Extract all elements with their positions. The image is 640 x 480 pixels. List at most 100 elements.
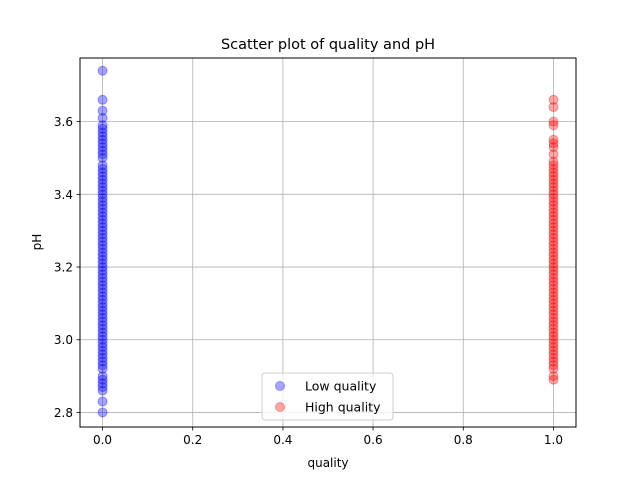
data-point xyxy=(548,203,559,214)
data-point xyxy=(548,167,559,178)
data-point xyxy=(548,222,559,233)
data-point xyxy=(97,185,108,196)
data-point xyxy=(548,356,559,367)
data-point xyxy=(548,218,559,229)
data-point xyxy=(548,320,559,331)
data-point xyxy=(97,342,108,353)
data-point xyxy=(548,331,559,342)
data-point xyxy=(97,298,108,309)
y-tick-label: 2.8 xyxy=(54,406,73,420)
data-point xyxy=(97,214,108,225)
data-point xyxy=(97,360,108,371)
data-point xyxy=(548,342,559,353)
legend-label-low-quality: Low quality xyxy=(305,379,377,394)
x-tick-label: 0.8 xyxy=(454,433,473,447)
data-point xyxy=(97,309,108,320)
data-point xyxy=(97,352,108,363)
data-point xyxy=(97,134,108,145)
data-point xyxy=(548,287,559,298)
data-point xyxy=(548,142,559,153)
data-point xyxy=(97,374,108,385)
data-point xyxy=(97,120,108,131)
data-point xyxy=(548,363,559,374)
data-point xyxy=(548,345,559,356)
data-point xyxy=(548,134,559,145)
data-point xyxy=(97,167,108,178)
x-tick-label: 0.6 xyxy=(364,433,383,447)
data-point xyxy=(548,280,559,291)
data-point xyxy=(97,345,108,356)
data-point xyxy=(97,189,108,200)
data-point xyxy=(97,196,108,207)
data-point xyxy=(97,363,108,374)
data-point xyxy=(97,320,108,331)
data-point xyxy=(548,207,559,218)
data-point xyxy=(97,240,108,251)
data-point xyxy=(548,312,559,323)
data-point xyxy=(548,349,559,360)
data-point xyxy=(97,294,108,305)
data-point xyxy=(97,138,108,149)
data-point xyxy=(97,211,108,222)
data-point xyxy=(548,214,559,225)
y-tick-label: 3.0 xyxy=(54,333,73,347)
data-point xyxy=(548,196,559,207)
legend-marker-low-quality xyxy=(275,381,285,391)
y-tick-label: 3.2 xyxy=(54,261,73,275)
data-point xyxy=(97,65,108,76)
data-point xyxy=(548,258,559,269)
chart-title: Scatter plot of quality and pH xyxy=(221,37,435,53)
y-axis-label: pH xyxy=(30,234,44,251)
data-point xyxy=(548,327,559,338)
legend-label-high-quality: High quality xyxy=(305,400,381,415)
data-point xyxy=(548,149,559,160)
data-point xyxy=(97,232,108,243)
data-point xyxy=(548,182,559,193)
data-point xyxy=(548,236,559,247)
data-point xyxy=(97,94,108,105)
data-point xyxy=(548,174,559,185)
data-point xyxy=(97,407,108,418)
x-tick-label: 0.2 xyxy=(183,433,202,447)
data-point xyxy=(548,316,559,327)
data-point xyxy=(97,123,108,134)
data-point xyxy=(97,316,108,327)
data-points xyxy=(97,65,559,418)
data-point xyxy=(97,371,108,382)
data-point xyxy=(97,182,108,193)
data-point xyxy=(97,142,108,153)
data-point xyxy=(97,334,108,345)
data-point xyxy=(97,145,108,156)
data-point xyxy=(548,371,559,382)
data-point xyxy=(548,338,559,349)
x-tick-label: 0.4 xyxy=(273,433,292,447)
legend-box xyxy=(261,372,394,421)
x-tick-label: 0.0 xyxy=(93,433,112,447)
data-point xyxy=(97,258,108,269)
data-point xyxy=(97,312,108,323)
y-tick-label: 3.4 xyxy=(54,188,73,202)
data-point xyxy=(548,116,559,127)
data-point xyxy=(97,349,108,360)
data-point xyxy=(97,356,108,367)
data-point xyxy=(97,200,108,211)
data-point xyxy=(97,163,108,174)
data-point xyxy=(548,160,559,171)
data-point xyxy=(97,225,108,236)
data-point xyxy=(97,283,108,294)
data-point xyxy=(97,269,108,280)
data-point xyxy=(548,360,559,371)
data-point xyxy=(97,174,108,185)
data-point xyxy=(97,276,108,287)
x-tick-label: 1.0 xyxy=(544,433,563,447)
data-point xyxy=(97,254,108,265)
data-point xyxy=(97,251,108,262)
data-point xyxy=(97,105,108,116)
data-point xyxy=(97,131,108,142)
data-point xyxy=(97,323,108,334)
data-point xyxy=(97,327,108,338)
data-point xyxy=(548,334,559,345)
grid-lines xyxy=(80,58,576,427)
data-point xyxy=(97,160,108,171)
y-tick-label: 3.6 xyxy=(54,115,73,129)
